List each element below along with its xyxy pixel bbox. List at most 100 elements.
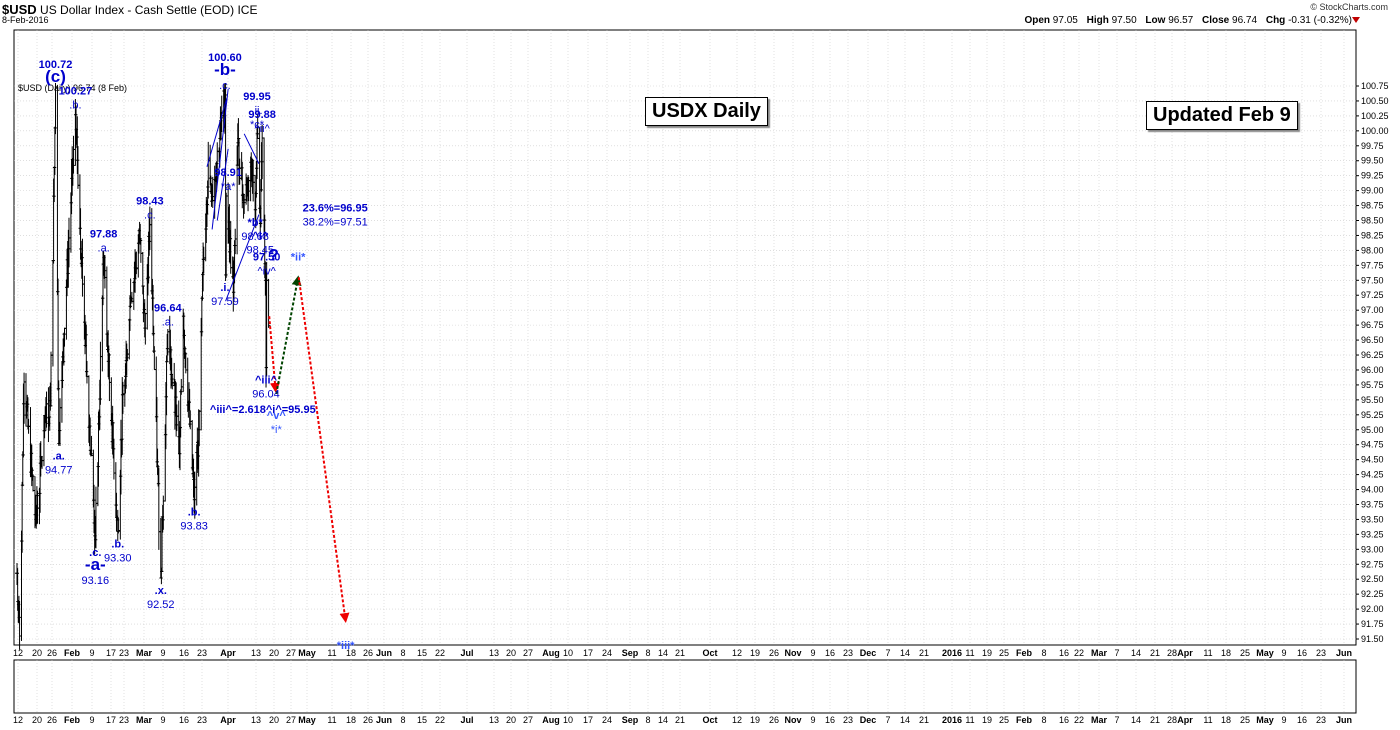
x-tick-label: 8 — [1041, 648, 1046, 658]
x-tick-label: 23 — [843, 648, 853, 658]
y-tick-label: 91.75 — [1361, 619, 1384, 629]
x-tick-label: Apr — [220, 648, 236, 658]
annotation-label: ^iii^=2.618^i^=95.95 — [210, 404, 316, 416]
x-tick-label: 14 — [658, 715, 668, 725]
x-tick-label: 9 — [810, 648, 815, 658]
y-tick-label: 100.25 — [1361, 111, 1389, 121]
y-tick-label: 93.50 — [1361, 514, 1384, 524]
x-tick-label: 14 — [1131, 648, 1141, 658]
annotation-label: 97.59 — [211, 296, 239, 308]
x-tick-label: 22 — [1074, 715, 1084, 725]
symbol: $USD — [2, 2, 37, 17]
x-tick-label: Feb — [1016, 648, 1033, 658]
chg-label: Chg — [1265, 15, 1286, 26]
y-tick-label: 95.75 — [1361, 380, 1384, 390]
x-tick-label: 11 — [1203, 648, 1212, 658]
x-tick-label: 23 — [1316, 648, 1326, 658]
x-tick-label: 26 — [363, 648, 373, 658]
y-tick-label: 94.50 — [1361, 455, 1384, 465]
chart-header-symbol: $USD US Dollar Index - Cash Settle (EOD)… — [2, 2, 257, 17]
y-tick-label: 93.00 — [1361, 544, 1384, 554]
y-tick-label: 94.25 — [1361, 470, 1384, 480]
x-tick-label: 9 — [160, 715, 165, 725]
x-tick-label: 27 — [286, 648, 296, 658]
x-tick-label: 14 — [658, 648, 668, 658]
x-tick-label: 12 — [13, 648, 23, 658]
annotation-label: 98.91 — [214, 167, 242, 179]
x-tick-label: 2016 — [942, 715, 962, 725]
annotation-label: 94.77 — [45, 465, 73, 477]
x-tick-label: 22 — [435, 715, 445, 725]
x-tick-label: 9 — [160, 648, 165, 658]
triangle-line-upper — [243, 133, 260, 164]
y-tick-label: 98.50 — [1361, 216, 1384, 226]
annotation-label: .c. — [144, 210, 156, 222]
annotation-label: -a- — [85, 555, 106, 574]
x-tick-label: 23 — [197, 648, 207, 658]
x-tick-label: 20 — [269, 648, 279, 658]
y-tick-label: 99.00 — [1361, 186, 1384, 196]
x-tick-label: Nov — [784, 715, 801, 725]
x-tick-label: May — [298, 715, 316, 725]
x-tick-label: 16 — [1297, 648, 1307, 658]
x-tick-label: 14 — [1131, 715, 1141, 725]
y-tick-label: 97.50 — [1361, 275, 1384, 285]
x-tick-label: 16 — [179, 715, 189, 725]
x-tick-label: 11 — [327, 715, 336, 725]
x-tick-label: 19 — [750, 648, 760, 658]
x-tick-label: 21 — [675, 648, 685, 658]
y-tick-label: 92.00 — [1361, 604, 1384, 614]
x-tick-label: Jun — [1336, 648, 1352, 658]
x-tick-label: 12 — [732, 715, 742, 725]
x-tick-label: 19 — [982, 715, 992, 725]
x-tick-label: 15 — [417, 648, 427, 658]
x-tick-label: 8 — [400, 715, 405, 725]
annotation-label: 92.52 — [147, 599, 175, 611]
low-value: 96.57 — [1168, 15, 1194, 26]
x-tick-label: Dec — [860, 648, 877, 658]
y-tick-label: 100.75 — [1361, 81, 1389, 91]
x-tick-label: 28 — [1167, 648, 1177, 658]
y-tick-label: 98.00 — [1361, 245, 1384, 255]
x-tick-label: 15 — [417, 715, 427, 725]
x-tick-label: Jun — [376, 715, 392, 725]
annotation-label: 96.04 — [252, 389, 280, 401]
annotation-label: 38.2%=97.51 — [303, 217, 368, 229]
x-tick-label: 21 — [919, 648, 929, 658]
x-tick-label: 16 — [179, 648, 189, 658]
x-tick-label: 18 — [346, 715, 356, 725]
annotation-label: .a. — [53, 451, 65, 463]
x-tick-label: 11 — [965, 648, 974, 658]
stockcharts-logo: © StockCharts.com — [1310, 2, 1388, 12]
x-tick-label: 19 — [982, 648, 992, 658]
x-tick-label: 27 — [523, 715, 533, 725]
annotation-label: .a. — [98, 243, 110, 255]
x-tick-label: Mar — [136, 648, 153, 658]
annotation-label: *ii* — [291, 251, 306, 263]
x-tick-label: 22 — [435, 648, 445, 658]
x-tick-label: Nov — [784, 648, 801, 658]
close-value: 96.74 — [1232, 15, 1258, 26]
x-tick-label: 13 — [489, 715, 499, 725]
projection-arrow — [297, 277, 350, 624]
ohlc-bar — [266, 278, 271, 328]
y-tick-label: 100.00 — [1361, 126, 1389, 136]
annotation-label: ^i^ — [252, 231, 268, 243]
x-tick-label: Feb — [1016, 715, 1033, 725]
y-tick-label: 99.25 — [1361, 171, 1384, 181]
x-tick-label: 25 — [1240, 648, 1250, 658]
y-tick-label: 97.75 — [1361, 260, 1384, 270]
y-tick-label: 92.25 — [1361, 589, 1384, 599]
x-tick-label: Mar — [136, 715, 153, 725]
x-tick-label: 19 — [750, 715, 760, 725]
x-tick-label: 11 — [1203, 715, 1212, 725]
x-tick-label: 11 — [965, 715, 974, 725]
x-tick-label: Dec — [860, 715, 877, 725]
x-tick-label: 26 — [47, 648, 57, 658]
x-tick-label: 17 — [106, 648, 116, 658]
x-tick-label: 16 — [825, 715, 835, 725]
x-tick-label: 25 — [999, 715, 1009, 725]
y-tick-label: 96.25 — [1361, 350, 1384, 360]
x-tick-label: 13 — [251, 648, 261, 658]
